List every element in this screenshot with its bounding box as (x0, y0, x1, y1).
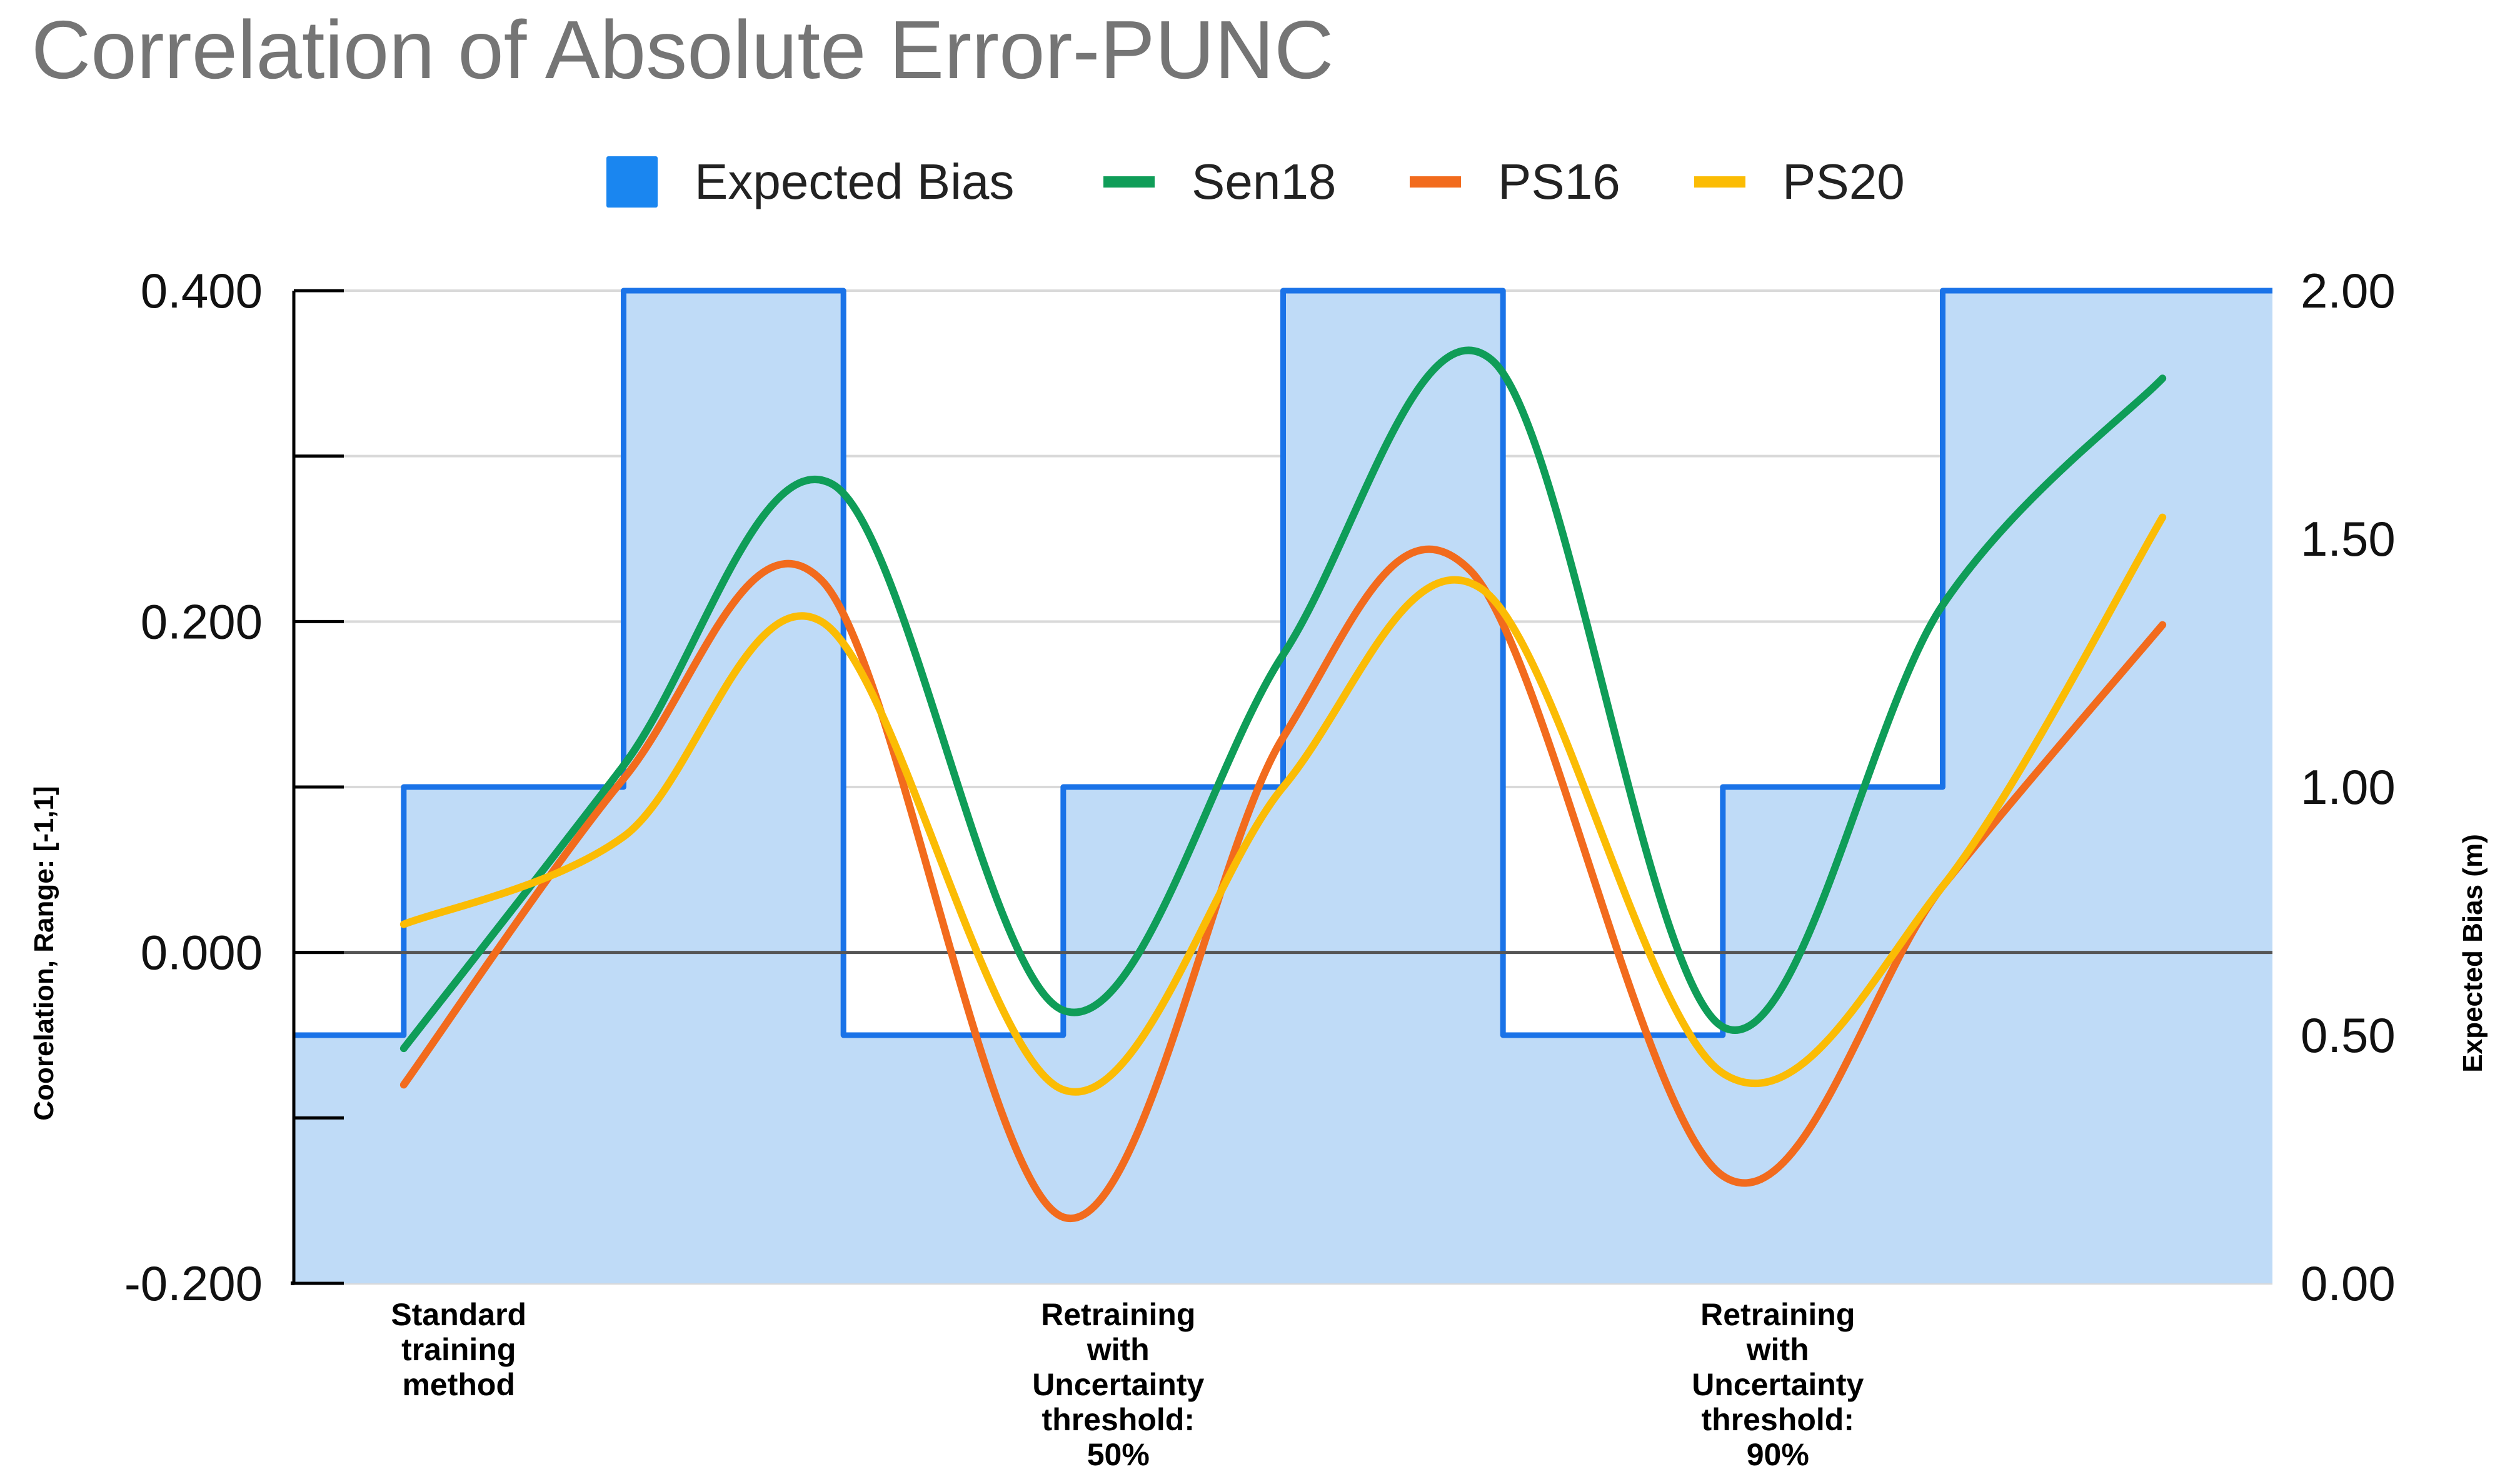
ps16-data-point (403, 1084, 404, 1085)
ps16-data-point (1063, 1216, 1064, 1218)
x-category-label-line: Uncertainty (1032, 1367, 1204, 1402)
sen18-data-point (1063, 1010, 1064, 1011)
sen18-data-point (403, 1048, 404, 1049)
legend-swatch (606, 156, 658, 208)
legend-label: PS16 (1498, 154, 1620, 209)
x-category-label-line: with (1746, 1332, 1809, 1367)
legend-item-sen18: Sen18 (1103, 154, 1336, 209)
y-axis-title: Coorelation, Range: [-1,1] (29, 786, 59, 1120)
x-category-label-line: Standard (391, 1297, 526, 1332)
chart-title: Correlation of Absolute Error-PUNC (31, 4, 1333, 96)
ps16-data-point (821, 579, 822, 581)
y2-tick-label: 0.00 (2301, 1256, 2396, 1311)
legend-item-ps16: PS16 (1410, 154, 1620, 209)
ps16-series-line (399, 545, 2167, 1223)
legend-label: PS20 (1782, 154, 1905, 209)
y-tick-label: 0.000 (141, 925, 263, 980)
axes (291, 289, 344, 1285)
x-category-label-line: threshold: (1702, 1402, 1854, 1437)
legend-swatch (1410, 176, 1461, 188)
ps20-data-point (1063, 1089, 1064, 1090)
legend-label: Expected Bias (695, 154, 1014, 209)
ps20-series-line (399, 513, 2167, 1096)
x-category-label-line: training (401, 1332, 516, 1367)
y2-tick-label: 0.50 (2301, 1008, 2396, 1063)
y2-tick-label: 1.00 (2301, 760, 2396, 815)
ps20-data-point (1283, 786, 1284, 788)
x-category-label-line: 90% (1747, 1437, 1809, 1472)
sen18-series-line (399, 346, 2167, 1053)
ps20-data-point (1942, 886, 1944, 887)
ps16-data-point (2162, 624, 2163, 626)
left-axis-ticks: 0.400 0.200 0.000 -0.200 (124, 263, 263, 1311)
x-category-label-line: method (402, 1367, 515, 1402)
legend-swatch (1103, 176, 1155, 188)
sen18-data-point (1283, 654, 1284, 655)
y-tick-label: -0.200 (124, 1256, 263, 1311)
series-lines (399, 346, 2167, 1223)
right-axis-ticks: 2.00 1.50 1.00 0.50 0.00 (2301, 263, 2396, 1311)
sen18-data-point (832, 484, 833, 485)
legend-item-ps20: PS20 (1694, 154, 1905, 209)
ps20-data-point (2162, 517, 2163, 518)
legend: Expected Bias Sen18 PS16 PS20 (606, 154, 1905, 209)
y-tick-label: 0.400 (141, 263, 263, 318)
ps16-data-point (1283, 737, 1284, 738)
y-tick-label: 0.200 (141, 594, 263, 649)
sen18-data-point (1942, 604, 1944, 606)
x-category-label-line: Retraining (1700, 1297, 1855, 1332)
ps20-data-point (1722, 1073, 1724, 1074)
ps20-data-point (1480, 588, 1482, 589)
x-category-label-line: Retraining (1041, 1297, 1195, 1332)
legend-label: Sen18 (1192, 154, 1336, 209)
sen18-data-point (2162, 378, 2163, 379)
ps20-data-point (403, 924, 404, 925)
ps20-data-point (623, 836, 625, 837)
x-axis-categories: StandardtrainingmethodRetrainingwithUnce… (391, 1297, 1864, 1472)
x-category-label-line: threshold: (1042, 1402, 1195, 1437)
y2-tick-label: 1.50 (2301, 511, 2396, 566)
ps16-data-point (1722, 1175, 1724, 1176)
legend-item-expected-bias: Expected Bias (606, 154, 1014, 209)
sen18-data-point (1722, 1026, 1724, 1028)
y2-axis-title: Expected Bias (m) (2457, 834, 2488, 1072)
ps20-data-point (821, 621, 822, 622)
sen18-data-point (623, 765, 625, 766)
legend-swatch (1694, 176, 1745, 188)
ps16-data-point (623, 778, 625, 780)
sen18-data-point (1492, 359, 1493, 361)
x-category-label-line: with (1087, 1332, 1150, 1367)
ps16-data-point (1469, 569, 1470, 571)
x-category-label-line: Uncertainty (1692, 1367, 1864, 1402)
x-category-label-line: 50% (1087, 1437, 1150, 1472)
y2-tick-label: 2.00 (2301, 263, 2396, 318)
